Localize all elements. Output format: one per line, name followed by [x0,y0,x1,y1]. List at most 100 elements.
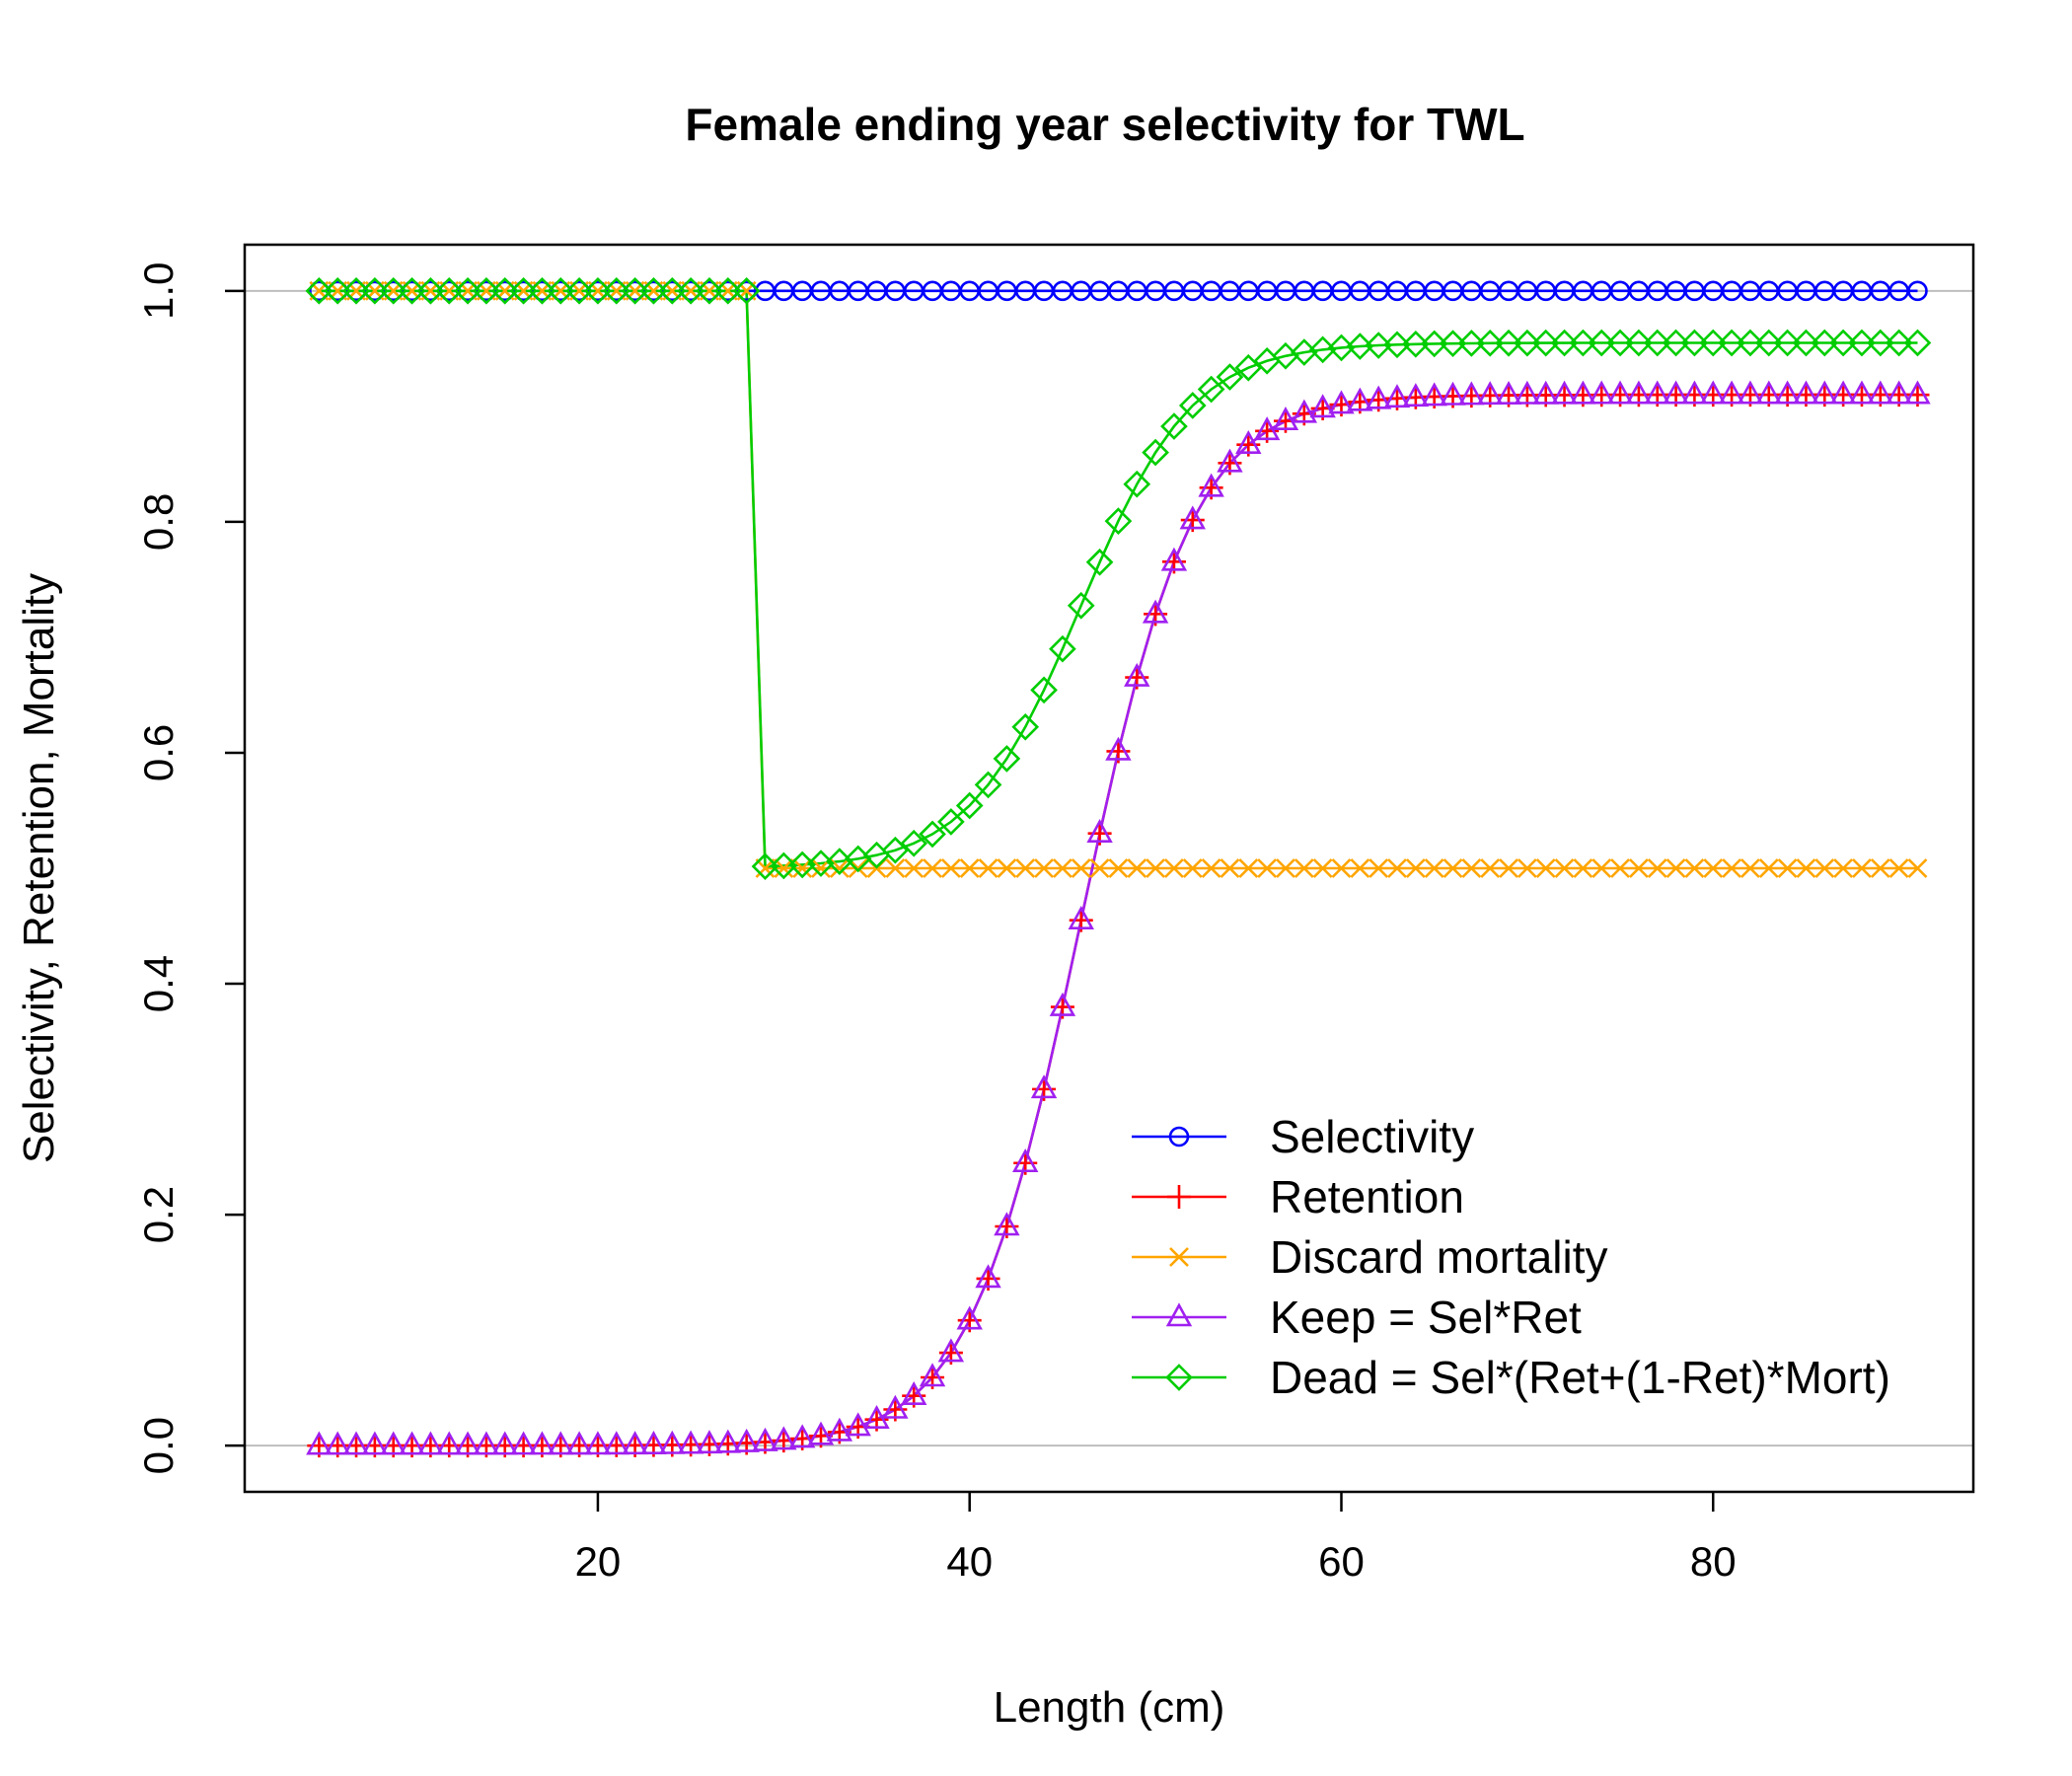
data-point-dead [584,276,612,305]
data-point-keep [1532,380,1559,405]
data-point-keep [1589,380,1615,405]
data-point-keep [1718,380,1745,405]
data-point-dead [919,820,946,849]
data-point-mort [923,858,942,878]
data-point-keep [733,1428,760,1452]
data-point-keep [956,1305,983,1330]
data-point-mort [1722,858,1742,878]
data-point-keep [807,1421,835,1445]
data-point-keep [1700,380,1727,405]
data-point-keep [788,1424,816,1448]
legend-label: Retention [1270,1171,1464,1222]
data-point-mort [1443,858,1463,878]
data-point-mort [1424,858,1444,878]
data-point-keep [1365,385,1392,409]
data-point-keep [436,1431,463,1455]
data-point-mort [1276,858,1295,878]
y-tick-label: 0.6 [135,724,182,781]
data-point-keep [1328,390,1355,414]
data-point-keep [1737,380,1764,405]
data-point-dead [1680,329,1709,357]
data-point-dead [639,276,668,305]
data-point-keep [473,1431,500,1455]
data-point-dead [1402,330,1430,358]
data-point-dead [1569,329,1597,357]
legend-label: Dead = Sel*(Ret+(1-Ret)*Mort) [1270,1352,1890,1403]
data-point-mort [1777,858,1798,878]
data-point-keep [324,1431,351,1455]
data-point-keep [1793,380,1819,405]
data-point-dead [1420,330,1448,358]
legend-label: Keep = Sel*Ret [1270,1292,1582,1343]
data-point-mort [1703,858,1724,878]
data-point-keep [399,1431,425,1455]
data-point-dead [1383,331,1411,359]
data-point-dead [1643,329,1671,357]
data-point-mort [1331,858,1352,878]
data-point-keep [1253,416,1281,441]
data-point-keep [1347,387,1373,411]
data-point-dead [547,276,575,305]
data-point-mort [997,858,1017,878]
data-point-mort [1164,858,1184,878]
data-point-keep [1235,429,1262,454]
data-point-keep [306,1431,333,1455]
legend-item-ret: Retention [1132,1171,1464,1222]
data-point-dead [955,791,984,820]
data-point-mort [978,858,999,878]
data-point-keep [863,1404,890,1429]
data-point-dead [1773,329,1802,357]
series-line-ret [319,393,1918,1447]
data-point-dead [361,276,389,305]
data-point-mort [1591,858,1612,878]
legend-swatch-marker [1168,1126,1190,1147]
x-axis-label: Length (cm) [994,1683,1225,1732]
data-point-keep [1291,399,1318,423]
data-point-keep [659,1430,686,1454]
data-point-mort [792,858,813,878]
data-point-dead [1439,330,1467,357]
data-point-mort [1684,858,1705,878]
data-point-dead [398,276,426,305]
data-point-dead [1662,329,1690,357]
data-point-keep [1644,380,1670,405]
legend-swatch-marker [1165,1302,1193,1327]
data-point-dead [1885,329,1913,357]
data-point-keep [975,1264,1001,1289]
data-point-dead [1588,329,1616,357]
data-point-mort [1350,858,1370,878]
legend-swatch-marker [1169,1247,1189,1267]
data-point-dead [565,276,593,305]
data-point-dead [1811,329,1839,357]
data-point-keep [622,1431,648,1455]
data-point-dead [751,852,779,881]
data-point-mort [1758,858,1779,878]
data-point-dead [993,745,1021,773]
data-point-dead [1495,329,1522,357]
data-point-keep [1086,819,1113,844]
data-point-dead [1067,591,1095,620]
data-point-keep [380,1431,407,1455]
data-point-dead [1754,329,1783,357]
data-point-mort [1182,858,1203,878]
x-tick-label: 20 [575,1538,622,1585]
data-point-mort [1535,858,1556,878]
data-point-mort [1052,858,1073,878]
y-tick-label: 0.0 [135,1417,182,1474]
data-point-keep [529,1431,555,1455]
data-point-keep [361,1431,389,1455]
data-point-mort [904,858,925,878]
data-point-mort [1628,858,1649,878]
data-point-keep [1755,380,1782,405]
data-point-mort [1201,858,1221,878]
data-point-sel [1907,280,1928,302]
data-point-keep [994,1212,1020,1236]
data-point-dead [1216,363,1244,391]
data-point-mort [1220,858,1240,878]
data-point-keep [1458,381,1485,406]
y-tick-label: 0.8 [135,493,182,551]
data-point-keep [1663,380,1689,405]
data-point-keep [1476,381,1504,406]
data-point-mort [1369,858,1389,878]
